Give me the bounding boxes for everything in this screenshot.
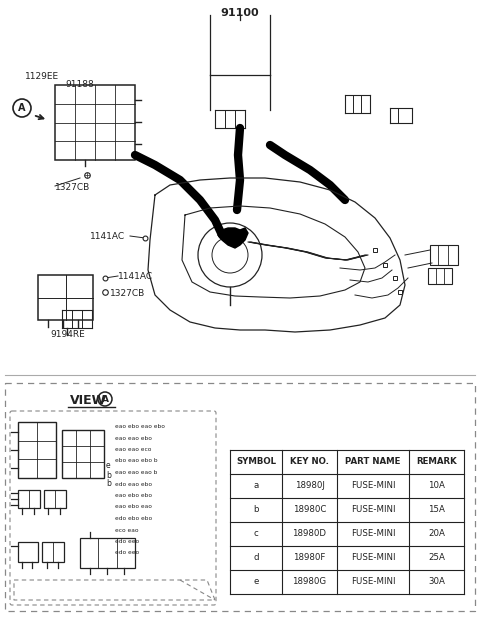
Text: e: e — [106, 462, 110, 471]
FancyBboxPatch shape — [55, 85, 135, 160]
Text: FUSE-MINI: FUSE-MINI — [351, 529, 395, 539]
FancyBboxPatch shape — [430, 245, 458, 265]
Text: 20A: 20A — [428, 529, 445, 539]
FancyBboxPatch shape — [62, 430, 104, 478]
Text: b: b — [253, 505, 259, 515]
FancyBboxPatch shape — [428, 268, 452, 284]
Text: edo eeo: edo eeo — [115, 539, 139, 544]
Text: REMARK: REMARK — [416, 457, 457, 466]
Text: 18980J: 18980J — [295, 481, 324, 491]
Text: eao eao eco: eao eao eco — [115, 447, 151, 452]
Text: FUSE-MINI: FUSE-MINI — [351, 481, 395, 491]
Text: eao ebo ebo: eao ebo ebo — [115, 493, 152, 498]
FancyBboxPatch shape — [18, 542, 38, 562]
Text: 10A: 10A — [428, 481, 445, 491]
FancyBboxPatch shape — [44, 490, 66, 508]
Text: e: e — [253, 578, 259, 587]
FancyBboxPatch shape — [5, 383, 475, 611]
FancyBboxPatch shape — [18, 422, 56, 478]
Text: 25A: 25A — [428, 553, 445, 563]
Text: eco eao: eco eao — [115, 528, 139, 532]
Text: edo eao ebo: edo eao ebo — [115, 481, 152, 486]
FancyBboxPatch shape — [18, 490, 40, 508]
Text: PART NAME: PART NAME — [345, 457, 401, 466]
Text: edo eeo: edo eeo — [115, 550, 139, 555]
Text: b: b — [106, 471, 111, 479]
Text: 18980G: 18980G — [292, 578, 326, 587]
Text: A: A — [18, 103, 26, 113]
FancyBboxPatch shape — [80, 538, 135, 568]
Text: eao ebo eao: eao ebo eao — [115, 505, 152, 510]
Text: 15A: 15A — [428, 505, 445, 515]
Text: edo ebo ebo: edo ebo ebo — [115, 516, 152, 521]
Text: 18980C: 18980C — [293, 505, 326, 515]
Text: d: d — [253, 553, 259, 563]
Polygon shape — [218, 228, 248, 248]
Text: 1141AC: 1141AC — [90, 232, 125, 241]
Text: 91188: 91188 — [65, 80, 94, 89]
Text: FUSE-MINI: FUSE-MINI — [351, 578, 395, 587]
Text: 30A: 30A — [428, 578, 445, 587]
Text: 1141AC: 1141AC — [118, 272, 153, 281]
Text: VIEW: VIEW — [70, 394, 107, 407]
Text: SYMBOL: SYMBOL — [236, 457, 276, 466]
Text: 1327CB: 1327CB — [110, 289, 145, 298]
Text: 1327CB: 1327CB — [55, 183, 90, 192]
Text: eao ebo eao ebo: eao ebo eao ebo — [115, 424, 165, 429]
Text: a: a — [253, 481, 259, 491]
Text: KEY NO.: KEY NO. — [290, 457, 329, 466]
Text: 18980D: 18980D — [292, 529, 326, 539]
Text: FUSE-MINI: FUSE-MINI — [351, 553, 395, 563]
Text: ebo eao ebo b: ebo eao ebo b — [115, 458, 157, 463]
Text: c: c — [253, 529, 258, 539]
Text: 18980F: 18980F — [293, 553, 326, 563]
Text: 9194RE: 9194RE — [50, 330, 85, 339]
Text: 1129EE: 1129EE — [25, 72, 59, 81]
FancyBboxPatch shape — [38, 275, 93, 320]
Text: eao eao ebo: eao eao ebo — [115, 436, 152, 441]
FancyBboxPatch shape — [10, 411, 216, 605]
Text: eao eao eao b: eao eao eao b — [115, 470, 157, 475]
Text: FUSE-MINI: FUSE-MINI — [351, 505, 395, 515]
Text: b: b — [106, 479, 111, 487]
FancyBboxPatch shape — [42, 542, 64, 562]
Text: A: A — [101, 394, 108, 404]
Text: 91100: 91100 — [221, 8, 259, 18]
